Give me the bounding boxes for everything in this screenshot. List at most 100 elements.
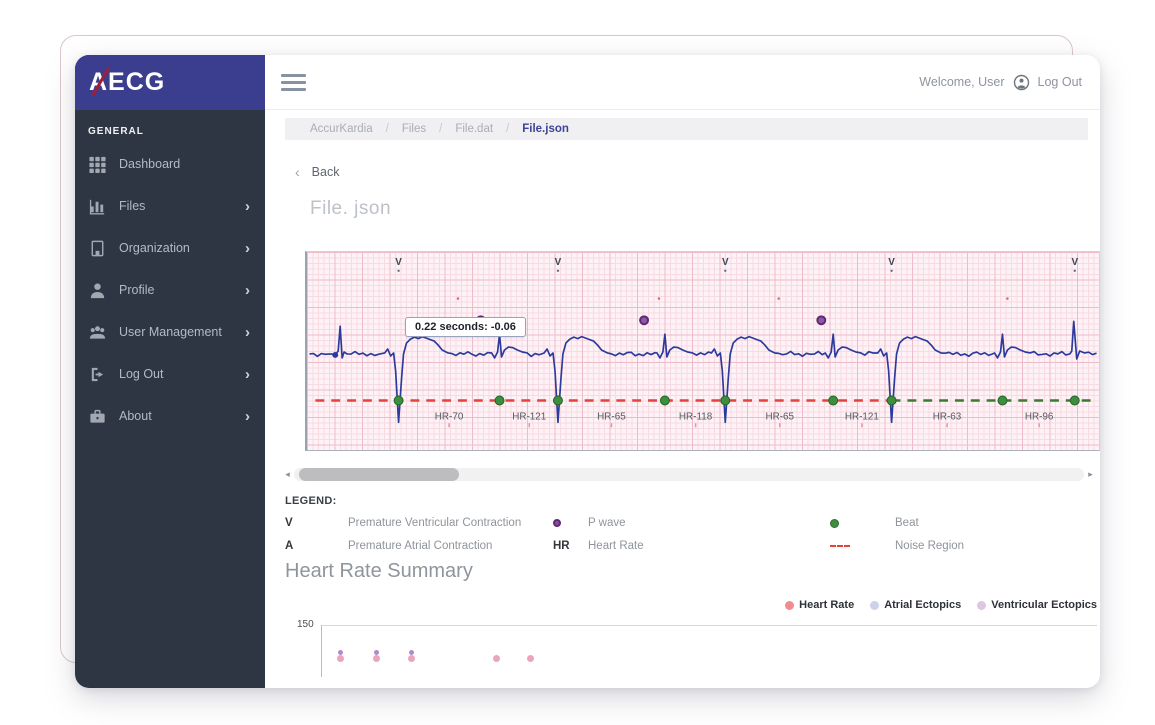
p-wave-marker [639,315,650,326]
pvc-v-marker-dot [724,269,727,272]
ecg-trace [309,320,1097,424]
ecg-legend: LEGEND: V Premature Ventricular Contract… [285,495,1088,552]
logo-band: AECG [75,55,265,110]
about-icon [90,409,105,423]
hr-label-tick [779,423,781,428]
sidebar-item-label: Files [119,199,146,213]
chevron-right-icon: › [245,407,250,425]
page-title: File. json [310,198,392,219]
beat-dot [553,395,563,406]
sidebar-item-dashboard[interactable]: Dashboard [75,143,265,185]
back-chevron-icon: ‹ [295,164,300,180]
y-axis-line [321,625,322,677]
sidebar-item-profile[interactable]: Profile › [75,269,265,311]
p-wave-marker [816,315,827,326]
summary-legend-atrial-ectopics[interactable]: Atrial Ectopics [870,599,961,611]
pvc-v-marker: V [888,257,895,268]
hr-label-tick [861,423,863,428]
ecg-horizontal-scrollbar: ◂ ▸ [283,468,1095,481]
heart-rate-summary-title: Heart Rate Summary [285,560,473,582]
breadcrumb-item-accurkardia[interactable]: AccurKardia [310,123,373,135]
beat-dot [494,395,505,406]
y-axis-tick-150: 150 [297,619,314,630]
chevron-right-icon: › [245,197,250,215]
sidebar-item-label: About [119,409,152,423]
sidebar-item-user-management[interactable]: User Management › [75,311,265,353]
sidebar-section-label: GENERAL [88,126,144,137]
faint-mark [1006,297,1009,300]
breadcrumb-item-file-dat[interactable]: File.dat [455,123,494,135]
breadcrumb-item-files[interactable]: Files [401,123,427,135]
chevron-right-icon: › [245,281,250,299]
hr-label: HR-63 [933,411,962,422]
back-button[interactable]: ‹ Back [295,164,1088,180]
user-management-icon [89,325,106,339]
sidebar-item-label: User Management [119,325,222,339]
pvc-v-marker-dot [397,269,400,272]
trace-onset-dot [332,351,339,358]
main-area: Welcome, User Log Out AccurKardia / File… [265,55,1100,688]
app-window: AECG GENERAL Dashboard Files › [75,55,1100,688]
summary-marker-top [338,650,343,655]
logout-icon [91,367,104,381]
legend-v-symbol: V [285,517,293,529]
summary-marker-top [409,650,414,655]
sidebar-item-organization[interactable]: Organization › [75,227,265,269]
sidebar-item-files[interactable]: Files › [75,185,265,227]
hr-label: HR-118 [679,411,713,422]
back-label: Back [311,165,340,179]
summary-legend-ventricular-ectopics[interactable]: Ventricular Ectopics [977,599,1097,611]
hr-label-tick [1038,423,1040,428]
pvc-v-marker: V [555,257,562,268]
heart-rate-dot-icon [785,600,795,610]
chevron-right-icon: › [245,239,250,257]
faint-mark [657,297,661,300]
hr-label-tick [610,423,613,428]
ventricular-ectopics-dot-icon [977,600,987,610]
profile-icon [90,282,105,298]
pvc-v-marker: V [395,257,402,268]
gridline-150 [321,625,1097,626]
scroll-right-icon[interactable]: ▸ [1088,469,1093,479]
hr-label: HR-65 [597,411,626,422]
summary-ectopic-marker [337,650,344,662]
pvc-v-marker-dot [556,269,560,272]
hr-label-tick [528,423,531,428]
summary-legend-heart-rate[interactable]: Heart Rate [785,599,854,611]
summary-ectopic-marker [527,655,534,662]
breadcrumb: AccurKardia / Files / File.dat / File.js… [285,118,1088,140]
hr-label: HR-65 [765,411,794,422]
user-avatar-icon [1013,74,1029,90]
beat-dot [393,395,404,406]
hamburger-menu-icon[interactable] [277,70,310,95]
logout-link[interactable]: Log Out [1037,75,1082,89]
pvc-v-marker-dot [1073,269,1076,272]
legend-v-label: Premature Ventricular Contraction [348,517,522,529]
pvc-v-marker-dot [890,269,893,272]
breadcrumb-separator: / [385,123,389,135]
hr-label: HR-121 [845,411,880,422]
sidebar: AECG GENERAL Dashboard Files › [75,55,265,688]
sidebar-item-about[interactable]: About › [75,395,265,437]
beat-dot-icon [830,518,839,528]
scroll-left-icon[interactable]: ◂ [285,469,290,479]
beat-dot [659,395,670,406]
hr-label-tick [946,423,948,428]
welcome-text: Welcome, User [919,75,1005,89]
beat-dot [828,395,839,406]
summary-plot-area[interactable]: 150 [285,617,1097,677]
content-area: AccurKardia / Files / File.dat / File.js… [265,110,1100,688]
legend-a-symbol: A [285,540,294,552]
topbar: Welcome, User Log Out [265,55,1100,110]
sidebar-item-log-out[interactable]: Log Out › [75,353,265,395]
hr-label-tick [448,423,450,428]
summary-ectopic-marker [373,650,380,662]
scrollbar-track[interactable] [294,468,1084,481]
scrollbar-thumb[interactable] [299,468,459,481]
legend-title: LEGEND: [285,495,337,507]
atrial-ectopics-dot-icon [870,600,880,610]
ecg-chart[interactable]: V V V V V HR-70 HR-121 HR-65 HR-118 HR-65 HR-121 HR… [305,251,1100,451]
faint-mark [456,297,460,300]
sidebar-item-label: Profile [119,283,155,297]
